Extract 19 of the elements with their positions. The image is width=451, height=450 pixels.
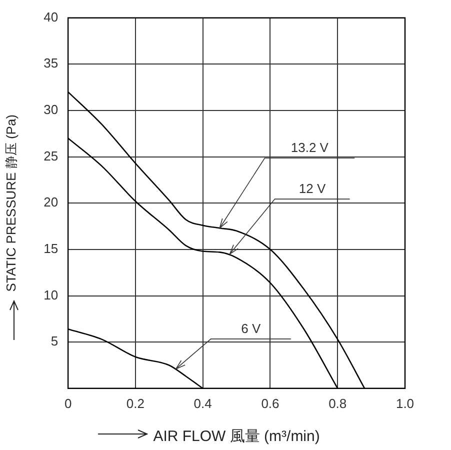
y-tick-label: 25	[44, 148, 58, 164]
x-tick-label: 0.6	[261, 396, 280, 411]
y-tick-label: 10	[44, 287, 58, 302]
x-tick-label: 0.2	[126, 396, 144, 411]
y-tick-label: 35	[44, 56, 58, 71]
y-tick-label: 30	[44, 102, 58, 118]
annotation: 13.2 V	[290, 140, 329, 156]
y-tick-label: 20	[44, 194, 58, 210]
y-tick-label: 5	[50, 334, 58, 349]
x-tick-label: 1.0	[396, 396, 414, 411]
x-axis-title: AIR FLOW 風量 (m³/min)	[153, 428, 320, 446]
x-tick-label: 0	[64, 396, 72, 411]
y-tick-label: 15	[44, 241, 58, 256]
annotation: 12 V	[298, 181, 326, 196]
y-axis-title: STATIC PRESSURE 静压 (Pa)	[3, 114, 18, 292]
y-tick-label: 40	[44, 9, 58, 24]
x-tick-label: 0.4	[194, 396, 212, 411]
x-tick-label: 0.8	[328, 396, 347, 411]
annotation: 6 V	[241, 321, 261, 336]
